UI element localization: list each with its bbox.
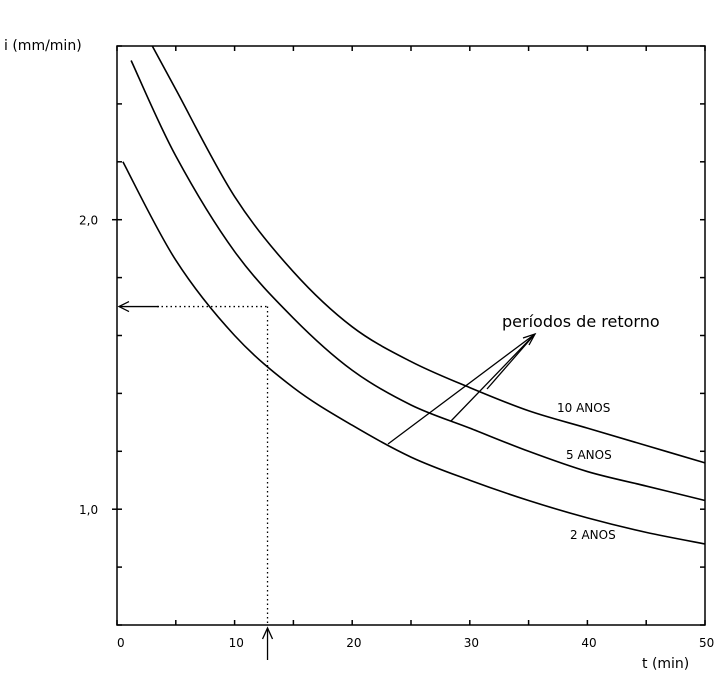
callout-line — [486, 333, 536, 390]
x-axis-label: t (min) — [642, 656, 689, 672]
curve-labels: 10 ANOS 5 ANOS 2 ANOS — [557, 401, 616, 542]
curve-5-anos — [130, 60, 706, 502]
arrow-head-left — [117, 300, 130, 313]
series-label: 2 ANOS — [570, 528, 616, 542]
series-label: 10 ANOS — [557, 401, 610, 415]
axis-ticks — [112, 45, 706, 626]
y-axis-label: i (mm/min) — [4, 38, 82, 54]
x-tick-label: 30 — [464, 636, 479, 650]
x-tick-label: 10 — [229, 636, 244, 650]
reading-guides — [117, 300, 274, 660]
x-tick-label: 50 — [699, 636, 714, 650]
return-period-callout — [387, 332, 537, 445]
x-tick-label: 20 — [346, 636, 361, 650]
y-tick-label: 2,0 — [79, 214, 98, 228]
x-tick-label: 40 — [581, 636, 596, 650]
series-label: 5 ANOS — [566, 448, 612, 462]
callout-line — [450, 333, 536, 422]
curve-10-anos — [151, 45, 706, 464]
y-tick-labels: 1,0 2,0 — [79, 214, 98, 518]
x-tick-label: 0 — [117, 636, 125, 650]
callout-line — [387, 333, 536, 445]
callout-arrow-head — [522, 332, 537, 346]
arrow-head-up — [261, 626, 274, 640]
curves — [122, 45, 706, 545]
x-tick-labels: 0 10 20 30 40 50 — [117, 636, 714, 650]
callout-label: períodos de retorno — [502, 312, 660, 331]
y-tick-label: 1,0 — [79, 503, 98, 517]
curve-2-anos — [122, 161, 706, 545]
